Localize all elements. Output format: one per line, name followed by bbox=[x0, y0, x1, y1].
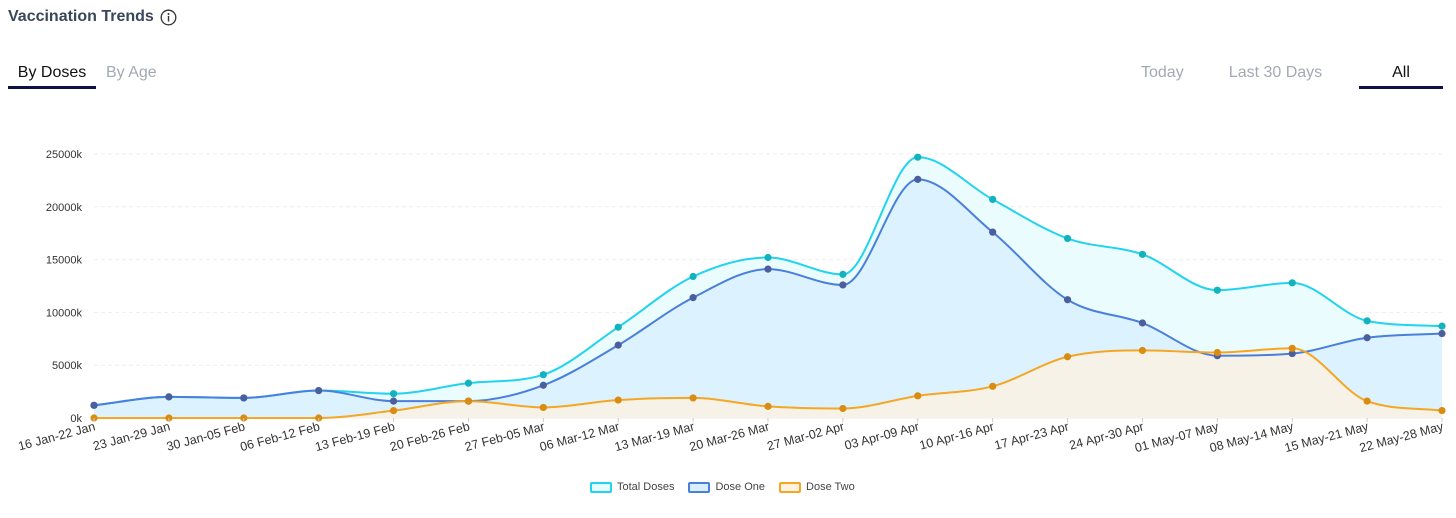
data-point-dose-one[interactable] bbox=[1438, 329, 1446, 338]
tab-by-doses[interactable]: By Doses bbox=[8, 60, 96, 89]
y-tick-label: 5000k bbox=[52, 360, 82, 372]
x-tick-label: 06 Feb-12 Feb bbox=[239, 419, 322, 454]
data-point-dose-one[interactable] bbox=[315, 386, 323, 395]
data-point-total-doses[interactable] bbox=[464, 379, 473, 387]
x-tick-label: 27 Mar-02 Apr bbox=[766, 419, 846, 453]
data-point-dose-one[interactable] bbox=[614, 341, 622, 349]
legend-label-total-doses: Total Doses bbox=[617, 481, 675, 493]
data-point-dose-two[interactable] bbox=[1363, 397, 1371, 405]
x-tick-label: 06 Mar-12 Mar bbox=[538, 419, 621, 454]
chart-points bbox=[90, 153, 1446, 422]
x-tick-label: 01 May-07 May bbox=[1133, 419, 1221, 455]
chart-header: Vaccination Trends bbox=[8, 8, 177, 26]
legend-swatch-dose-one bbox=[688, 481, 711, 493]
legend-label-dose-one: Dose One bbox=[715, 481, 766, 493]
data-point-dose-one[interactable] bbox=[539, 381, 547, 389]
y-tick-label: 0k bbox=[70, 413, 82, 425]
data-point-total-doses[interactable] bbox=[1438, 322, 1446, 330]
y-tick-label: 20000k bbox=[46, 202, 83, 214]
x-tick-label: 27 Feb-05 Mar bbox=[463, 419, 546, 454]
data-point-total-doses[interactable] bbox=[764, 253, 772, 262]
tab-today[interactable]: Today bbox=[1141, 64, 1184, 81]
data-point-total-doses[interactable] bbox=[1063, 234, 1072, 243]
data-point-dose-two[interactable] bbox=[914, 392, 922, 400]
data-point-dose-two[interactable] bbox=[1063, 353, 1072, 361]
data-point-dose-two[interactable] bbox=[1138, 346, 1147, 355]
data-point-dose-one[interactable] bbox=[165, 393, 173, 401]
x-tick-label: 13 Mar-19 Mar bbox=[613, 419, 696, 454]
x-tick-label: 20 Feb-26 Feb bbox=[388, 419, 471, 454]
data-point-dose-two[interactable] bbox=[764, 402, 772, 410]
chart-legend: Total Doses Dose One Dose Two bbox=[590, 481, 855, 493]
data-point-total-doses[interactable] bbox=[914, 153, 922, 161]
data-point-dose-one[interactable] bbox=[240, 394, 248, 402]
data-point-dose-two[interactable] bbox=[689, 394, 697, 402]
data-point-dose-one[interactable] bbox=[1363, 334, 1371, 342]
x-tick-label: 03 Apr-09 Apr bbox=[843, 419, 920, 452]
y-tick-label: 25000k bbox=[46, 149, 83, 161]
info-circle-icon[interactable] bbox=[160, 9, 177, 26]
data-point-total-doses[interactable] bbox=[614, 323, 622, 331]
x-tick-label: 24 Apr-30 Apr bbox=[1068, 419, 1145, 452]
x-tick-label: 17 Apr-23 Apr bbox=[993, 419, 1070, 452]
tab-all[interactable]: All bbox=[1359, 60, 1443, 89]
legend-swatch-total-doses bbox=[590, 481, 612, 493]
chart-areas bbox=[94, 157, 1442, 418]
data-point-dose-two[interactable] bbox=[614, 396, 622, 404]
data-point-dose-one[interactable] bbox=[839, 281, 847, 289]
x-tick-label: 16 Jan-22 Jan bbox=[17, 419, 97, 453]
x-tick-label: 13 Feb-19 Feb bbox=[314, 419, 397, 454]
data-point-dose-one[interactable] bbox=[389, 397, 398, 405]
data-point-total-doses[interactable] bbox=[1288, 279, 1296, 287]
data-point-dose-one[interactable] bbox=[764, 265, 772, 273]
chart-title: Vaccination Trends bbox=[8, 8, 154, 25]
data-point-dose-one[interactable] bbox=[1288, 349, 1296, 358]
data-point-dose-one[interactable] bbox=[90, 401, 98, 409]
series-line-dose-one bbox=[93, 178, 1443, 407]
view-tabs: By Doses By Age bbox=[8, 60, 192, 89]
data-point-dose-two[interactable] bbox=[1438, 407, 1446, 415]
y-tick-label: 10000k bbox=[46, 307, 83, 319]
data-point-total-doses[interactable] bbox=[539, 371, 547, 379]
data-point-total-doses[interactable] bbox=[389, 390, 398, 398]
legend-label-dose-two: Dose Two bbox=[806, 481, 855, 493]
data-point-dose-one[interactable] bbox=[914, 175, 922, 183]
legend-item-total-doses[interactable]: Total Doses bbox=[590, 481, 674, 493]
data-point-dose-two[interactable] bbox=[1213, 348, 1221, 357]
legend-item-dose-one[interactable]: Dose One bbox=[688, 481, 765, 493]
data-point-dose-two[interactable] bbox=[389, 407, 398, 415]
data-point-total-doses[interactable] bbox=[1213, 286, 1221, 294]
x-tick-label: 08 May-14 May bbox=[1208, 419, 1296, 455]
data-point-dose-two[interactable] bbox=[539, 403, 547, 412]
legend-swatch-dose-two bbox=[779, 481, 802, 493]
data-point-total-doses[interactable] bbox=[1138, 250, 1147, 258]
data-point-dose-one[interactable] bbox=[1138, 319, 1147, 327]
x-tick-label: 23 Jan-29 Jan bbox=[92, 419, 172, 453]
data-point-dose-two[interactable] bbox=[989, 382, 997, 390]
y-axis-ticks: 0k 5000k 10000k 15000k 20000k 25000k bbox=[46, 149, 83, 425]
data-point-dose-one[interactable] bbox=[1063, 296, 1072, 304]
legend-item-dose-two[interactable]: Dose Two bbox=[779, 481, 855, 493]
tab-by-age[interactable]: By Age bbox=[106, 64, 157, 81]
data-point-dose-one[interactable] bbox=[689, 294, 697, 302]
data-point-total-doses[interactable] bbox=[989, 195, 997, 204]
x-tick-label: 22 May-28 May bbox=[1358, 419, 1446, 455]
area-dose-two bbox=[94, 348, 1442, 418]
x-tick-label: 20 Mar-26 Mar bbox=[688, 419, 771, 454]
range-tabs: Today Last 30 Days All bbox=[1132, 60, 1443, 89]
x-tick-label: 10 Apr-16 Apr bbox=[918, 419, 995, 452]
x-tick-label: 15 May-21 May bbox=[1283, 419, 1371, 455]
data-point-total-doses[interactable] bbox=[689, 272, 697, 281]
data-point-total-doses[interactable] bbox=[1363, 317, 1371, 325]
tab-last-30-days[interactable]: Last 30 Days bbox=[1228, 64, 1323, 81]
x-tick-label: 30 Jan-05 Feb bbox=[165, 419, 247, 453]
data-point-dose-one[interactable] bbox=[989, 228, 997, 236]
y-tick-label: 15000k bbox=[46, 255, 83, 267]
data-point-dose-two[interactable] bbox=[464, 397, 473, 405]
data-point-dose-two[interactable] bbox=[839, 404, 847, 413]
data-point-total-doses[interactable] bbox=[839, 270, 847, 278]
data-point-dose-two[interactable] bbox=[1288, 344, 1296, 352]
